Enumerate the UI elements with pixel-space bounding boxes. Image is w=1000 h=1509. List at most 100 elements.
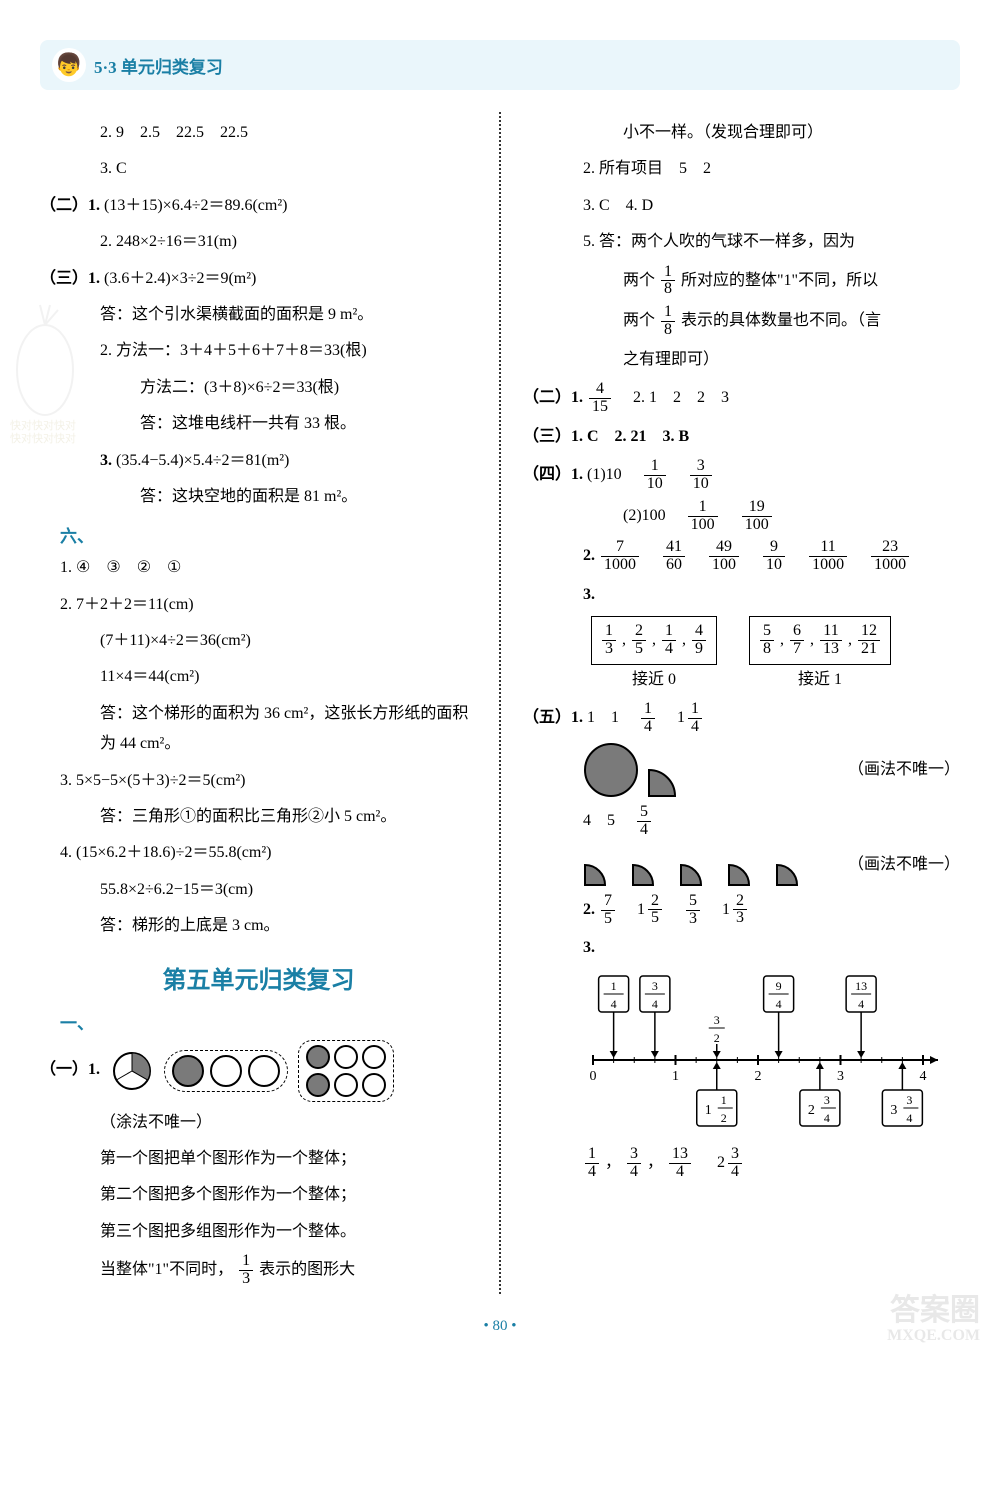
quarter-sector-icon	[631, 845, 673, 887]
circle-filled-icon	[305, 1072, 331, 1098]
fraction: 910	[763, 539, 785, 574]
fraction: 14	[585, 1146, 599, 1181]
column-divider	[499, 112, 501, 1294]
text: 2. 所有项目 5 2	[523, 154, 960, 184]
svg-text:3: 3	[837, 1069, 844, 1084]
text: 小不一样。（发现合理即可）	[523, 118, 960, 148]
quarter-sector-icon	[647, 742, 703, 798]
fraction: 34	[627, 1146, 641, 1181]
group-near1: 58, 67, 1113, 1221	[749, 616, 891, 665]
svg-text:13: 13	[855, 979, 867, 993]
svg-text:4: 4	[858, 997, 864, 1011]
fraction: 49100	[709, 539, 739, 574]
circle-empty-icon	[333, 1044, 359, 1070]
circle-filled-icon	[171, 1054, 205, 1088]
text: (7＋11)×4÷2＝36(cm²)	[40, 626, 477, 656]
fraction: 4160	[663, 539, 685, 574]
text: （画法不唯一）	[848, 755, 960, 785]
unit5-title: 第五单元归类复习	[40, 960, 477, 995]
text: 3. C	[40, 154, 477, 184]
svg-text:1: 1	[721, 1093, 727, 1107]
carrot-icon	[10, 300, 80, 420]
svg-text:2: 2	[808, 1103, 815, 1118]
text: 第二个图把多个图形作为一个整体；	[40, 1180, 477, 1210]
svg-text:2: 2	[721, 1111, 727, 1125]
shapes-row: （画法不唯一）	[523, 742, 960, 798]
text: 3. 5×5−5×(5＋3)÷2＝5(cm²)	[40, 766, 477, 796]
circle-empty-icon	[361, 1044, 387, 1070]
circle-full-icon	[583, 742, 639, 798]
text: 2. 7＋2＋2＝11(cm)	[40, 590, 477, 620]
fraction: 18	[661, 304, 675, 339]
text: 之有理即可）	[523, 345, 960, 375]
circle-empty-icon	[247, 1054, 281, 1088]
text: 2. 248×2÷16＝31(m)	[40, 227, 477, 257]
text: （二）1. 415 2. 1 2 2 3	[523, 381, 960, 416]
text: （三）1. C 2. 21 3. B	[523, 422, 960, 452]
text: 答：梯形的上底是 3 cm。	[40, 911, 477, 941]
fraction: 75	[601, 893, 615, 928]
fraction: 19100	[742, 499, 772, 534]
circle-empty-icon	[209, 1054, 243, 1088]
text: 3. C 4. D	[523, 191, 960, 221]
text: 14 ， 34 ， 134 234	[523, 1146, 960, 1181]
svg-text:1: 1	[672, 1069, 679, 1084]
text: 当整体"1"不同时， 13 表示的图形大	[40, 1253, 477, 1288]
text: （涂法不唯一）	[40, 1108, 477, 1138]
header-title: 5·3 单元归类复习	[94, 53, 223, 78]
watermark-logo: 答案圈 MXQE.COM	[887, 1294, 980, 1345]
right-column: 小不一样。（发现合理即可） 2. 所有项目 5 2 3. C 4. D 5. 答…	[523, 112, 960, 1294]
text: （五）1. 1 1 14 114	[523, 701, 960, 736]
text: 答：这个引水渠横截面的面积是 9 m²。	[40, 300, 477, 330]
text: 11×4＝44(cm²)	[40, 662, 477, 692]
fraction: 18	[661, 264, 675, 299]
text: 两个 18 所对应的整体"1"不同，所以	[523, 264, 960, 299]
text: 2. 75 125 53 123	[523, 893, 960, 928]
fraction: 310	[690, 458, 712, 493]
text: (2)100 1100 19100	[523, 499, 960, 534]
text: 1. ④ ③ ② ①	[40, 553, 477, 583]
mixed-fraction: 125	[637, 893, 664, 928]
page-number: • 80 •	[40, 1318, 960, 1335]
mixed-fraction: 234	[717, 1146, 744, 1181]
circle-filled-icon	[305, 1044, 331, 1070]
mixed-fraction: 114	[677, 701, 704, 736]
page-header: 👦 5·3 单元归类复习	[40, 40, 960, 90]
text: 4 5 54	[523, 804, 960, 839]
section-six: 六、	[40, 522, 477, 547]
shapes-row2: （画法不唯一）	[523, 845, 960, 887]
text: 答：这块空地的面积是 81 m²。	[40, 482, 477, 512]
svg-text:1: 1	[705, 1103, 712, 1118]
quarter-sector-icon	[679, 845, 721, 887]
frac-groups: 13, 25, 14, 49 接近 0 58, 67, 1113, 1221 接…	[523, 616, 960, 695]
number-line: 0123414349413432112234334	[523, 970, 960, 1140]
svg-text:3: 3	[890, 1103, 897, 1118]
left-column: 2. 9 2.5 22.5 22.5 3. C （二）1. (13＋15)×6.…	[40, 112, 477, 1294]
svg-text:4: 4	[776, 997, 782, 1011]
fraction: 231000	[871, 539, 909, 574]
mixed-fraction: 123	[722, 893, 749, 928]
text: 第三个图把多组图形作为一个整体。	[40, 1217, 477, 1247]
text: 答：三角形①的面积比三角形②小 5 cm²。	[40, 802, 477, 832]
svg-text:3: 3	[906, 1093, 912, 1107]
fraction: 415	[589, 381, 611, 416]
text: （四）1. (1)10 110 310	[523, 458, 960, 493]
text: （二）1. (13＋15)×6.4÷2＝89.6(cm²)	[40, 191, 477, 221]
svg-text:2: 2	[714, 1031, 720, 1045]
fraction: 1100	[688, 499, 718, 534]
text: 方法二：(3＋8)×6÷2＝33(根)	[40, 373, 477, 403]
text: 答：这个梯形的面积为 36 cm²，这张长方形纸的面积为 44 cm²。	[40, 699, 477, 760]
svg-text:2: 2	[755, 1069, 762, 1084]
text: 3.	[523, 580, 960, 610]
text: （画法不唯一）	[848, 850, 960, 880]
svg-text:3: 3	[824, 1093, 830, 1107]
section-one: 一、	[40, 1009, 477, 1034]
fraction: 54	[637, 804, 651, 839]
fraction: 71000	[601, 539, 639, 574]
text: 两个 18 表示的具体数量也不同。（言	[523, 304, 960, 339]
row-figures: （一）1.	[40, 1040, 477, 1102]
quarter-sector-icon	[775, 845, 817, 887]
fraction: 110	[644, 458, 666, 493]
text: 3. (35.4−5.4)×5.4÷2＝81(m²)	[40, 446, 477, 476]
text: （三）1. (3.6＋2.4)×3÷2＝9(m²)	[40, 264, 477, 294]
